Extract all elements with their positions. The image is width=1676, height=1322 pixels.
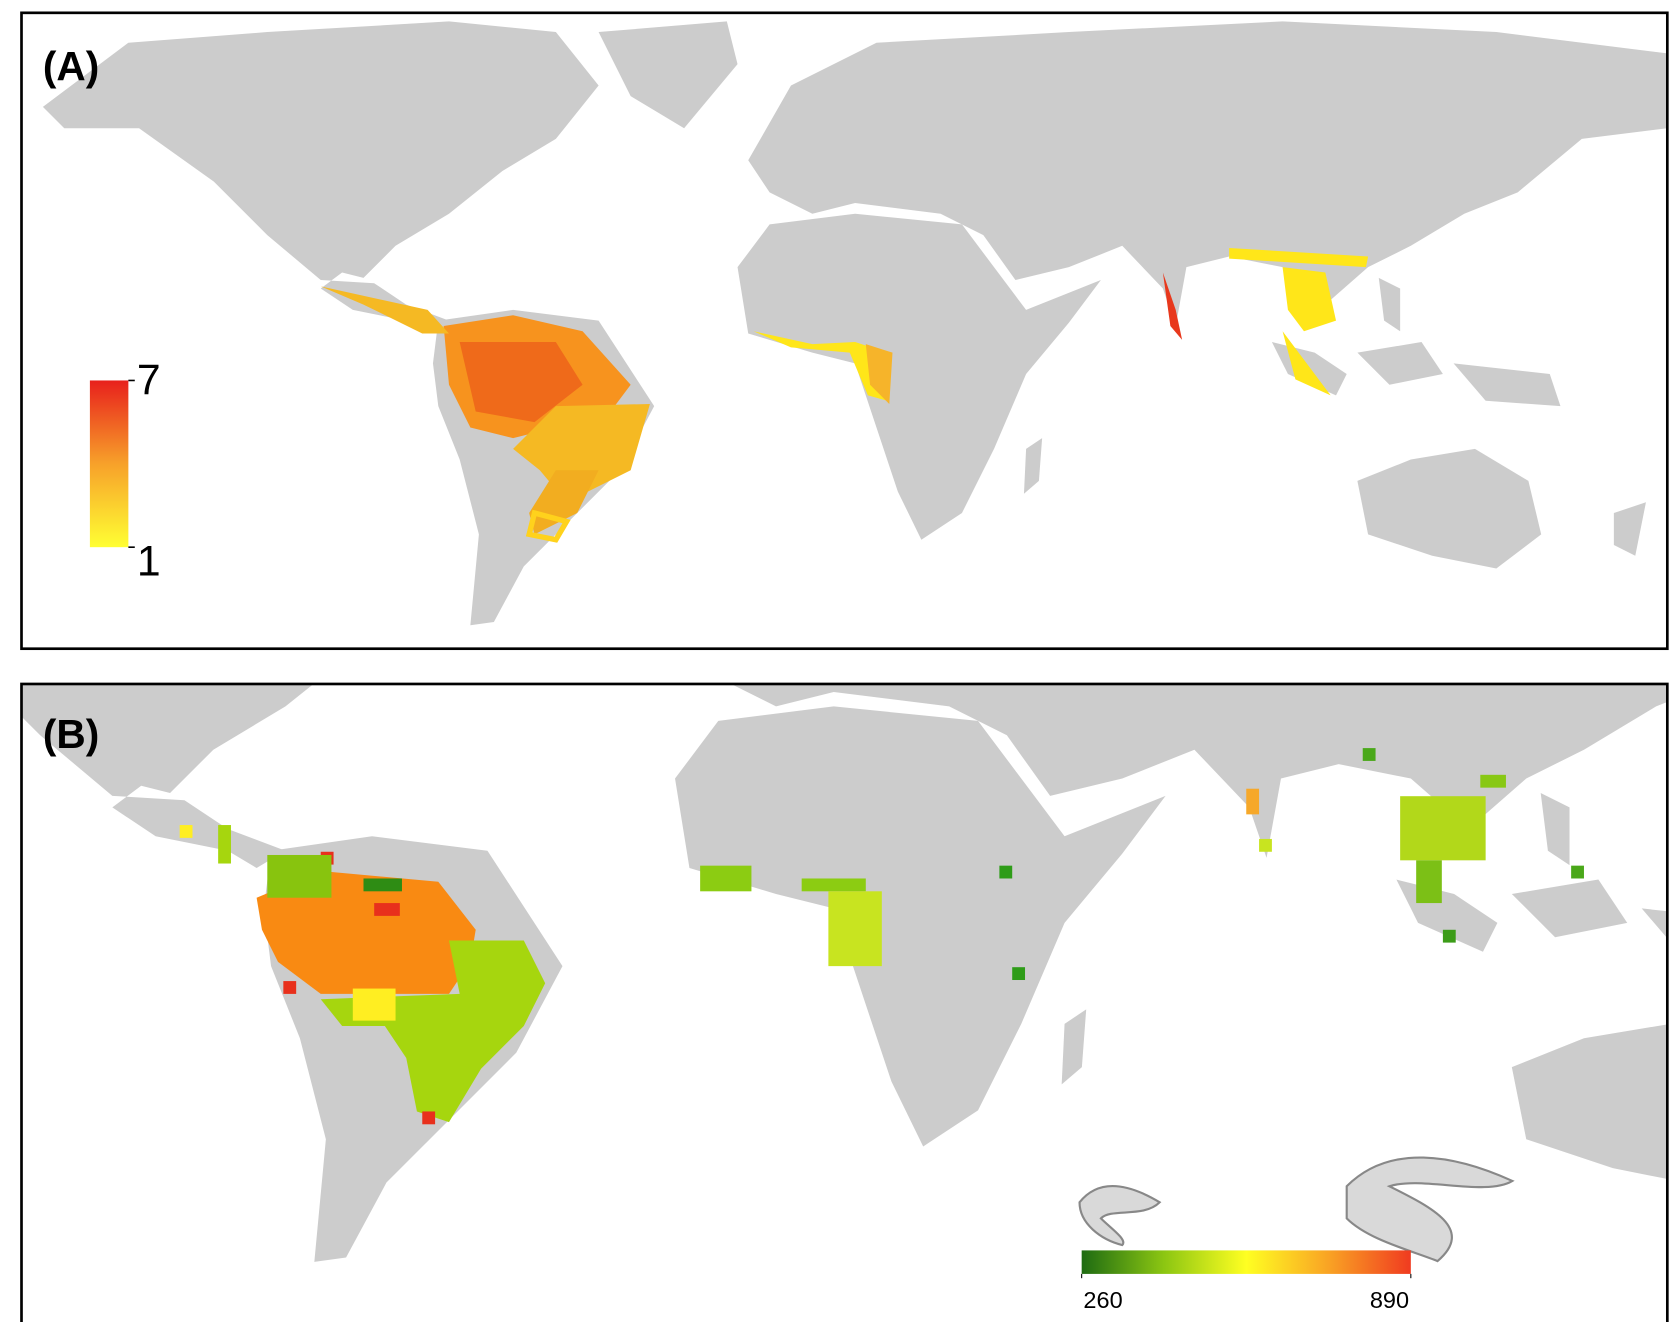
color-bar: [89, 380, 129, 548]
panel-label: (A): [43, 43, 99, 89]
legend-tick-label: 890: [1370, 1287, 1409, 1313]
panel-frame: [20, 682, 1669, 1322]
map-a: [42, 21, 1668, 626]
panel-a: (A): [20, 11, 1669, 651]
map-b: [21, 683, 1668, 1262]
panel-b: (B): [20, 682, 1669, 1322]
legend-tick-label: 1: [137, 538, 161, 586]
panel-frame: [20, 11, 1669, 651]
color-bar: [1081, 1250, 1411, 1274]
legend-tick-label: 7: [137, 356, 161, 404]
panel-label: (B): [43, 711, 99, 757]
legend-tick-label: 260: [1083, 1287, 1122, 1313]
worm-icon: [1078, 1156, 1515, 1263]
